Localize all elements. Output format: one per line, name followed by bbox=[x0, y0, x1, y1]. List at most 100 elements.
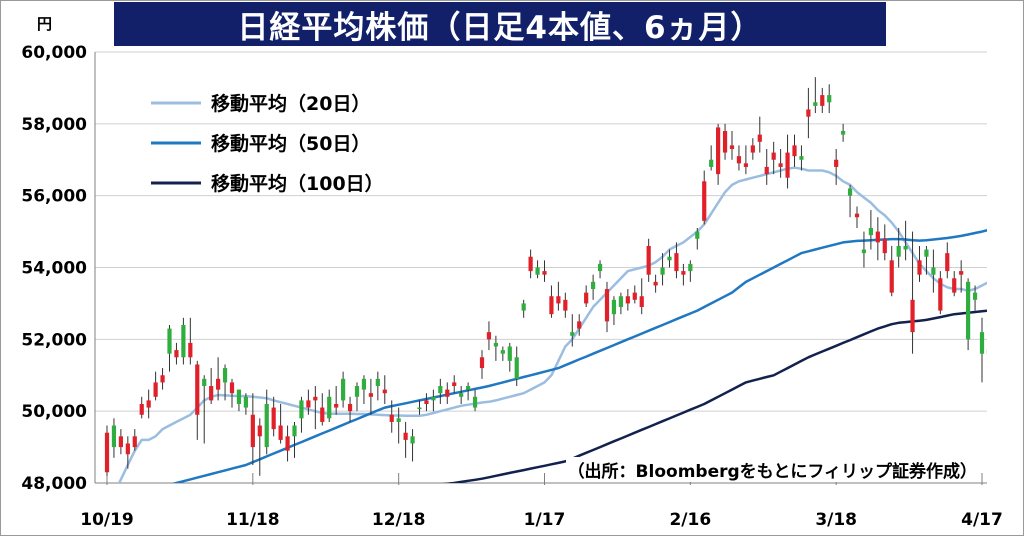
candle-body bbox=[222, 368, 228, 383]
ma50-line bbox=[171, 229, 987, 483]
candle bbox=[743, 145, 748, 175]
candle bbox=[236, 389, 242, 412]
candle-body bbox=[556, 296, 561, 304]
legend-label: 移動平均（20日） bbox=[211, 92, 370, 115]
candle-body bbox=[618, 296, 623, 308]
candle bbox=[424, 393, 429, 412]
candle bbox=[556, 281, 561, 311]
candle bbox=[938, 271, 943, 315]
candle bbox=[382, 375, 387, 404]
candle bbox=[361, 375, 367, 404]
candle-body bbox=[896, 245, 901, 257]
candle bbox=[903, 220, 908, 261]
candle bbox=[994, 364, 998, 393]
candle-body bbox=[688, 263, 693, 272]
y-tick-label: 60,000 bbox=[21, 43, 87, 63]
y-tick-label: 52,000 bbox=[21, 330, 87, 350]
candle bbox=[722, 123, 728, 160]
candle-body bbox=[966, 281, 971, 340]
candle bbox=[549, 285, 554, 318]
candle-body bbox=[250, 414, 255, 448]
candle-body bbox=[959, 271, 964, 275]
candle-body bbox=[882, 238, 887, 254]
candle-body bbox=[854, 213, 860, 218]
candle bbox=[292, 421, 297, 458]
candle-body bbox=[466, 386, 471, 390]
candle bbox=[299, 396, 304, 433]
candle-body bbox=[910, 299, 915, 333]
candle-body bbox=[799, 156, 804, 160]
candle-body bbox=[209, 386, 214, 401]
candle-body bbox=[639, 296, 644, 308]
candle bbox=[1008, 332, 1012, 393]
candle bbox=[535, 260, 540, 279]
candle-body bbox=[521, 303, 526, 311]
candle bbox=[757, 116, 762, 153]
candle bbox=[639, 278, 644, 315]
candle-body bbox=[757, 134, 762, 142]
candle bbox=[924, 245, 929, 275]
candle bbox=[507, 342, 512, 372]
candle-body bbox=[1001, 350, 1005, 361]
candle bbox=[472, 389, 478, 412]
candle bbox=[320, 393, 325, 426]
candle-body bbox=[667, 256, 672, 261]
candle bbox=[570, 314, 575, 347]
x-tick-label: 2/16 bbox=[669, 510, 711, 530]
candle-body bbox=[438, 386, 443, 394]
candle-body bbox=[472, 396, 478, 408]
candle-body bbox=[986, 350, 987, 354]
candle-body bbox=[347, 403, 353, 412]
candle bbox=[604, 281, 610, 333]
candle-body bbox=[507, 346, 512, 361]
candle bbox=[500, 346, 505, 361]
candle bbox=[688, 260, 693, 282]
candle-body bbox=[306, 400, 311, 408]
candle-body bbox=[695, 231, 700, 239]
candle bbox=[979, 317, 985, 383]
candle-body bbox=[646, 245, 651, 275]
candle-body bbox=[931, 267, 936, 275]
candle bbox=[750, 138, 755, 160]
y-tick-label: 58,000 bbox=[21, 115, 87, 135]
candle bbox=[563, 292, 568, 318]
candle bbox=[452, 375, 457, 394]
candle-body bbox=[368, 393, 373, 397]
chart-title: 日経平均株価（日足4本値、6ヵ月） bbox=[114, 2, 886, 46]
candle bbox=[181, 317, 186, 365]
candle-body bbox=[813, 102, 818, 106]
candle-body bbox=[625, 296, 630, 304]
candle bbox=[334, 386, 339, 415]
candle-body bbox=[945, 253, 950, 272]
candle bbox=[229, 378, 235, 408]
candle bbox=[417, 400, 422, 415]
candle-body bbox=[834, 159, 839, 167]
candle bbox=[375, 371, 380, 401]
candle bbox=[660, 253, 665, 286]
candle-body bbox=[486, 332, 492, 340]
candle-body bbox=[375, 378, 380, 387]
candle-body bbox=[327, 396, 332, 419]
candle-body bbox=[229, 382, 235, 394]
candle-body bbox=[195, 364, 200, 415]
candle bbox=[674, 242, 679, 279]
candle-body bbox=[174, 350, 179, 358]
candle-body bbox=[722, 131, 728, 153]
candle-body bbox=[396, 418, 401, 422]
candle bbox=[854, 206, 860, 228]
candle bbox=[764, 148, 769, 185]
candle bbox=[271, 396, 276, 437]
candle-body bbox=[542, 271, 547, 275]
y-tick-label: 54,000 bbox=[21, 259, 87, 279]
candle bbox=[917, 245, 922, 282]
candle-body bbox=[660, 267, 665, 275]
candle-body bbox=[924, 249, 929, 257]
candle-body bbox=[285, 436, 290, 451]
candle-body bbox=[653, 281, 658, 286]
candle bbox=[820, 87, 825, 114]
candle bbox=[466, 382, 471, 401]
candle bbox=[160, 368, 165, 390]
candle bbox=[813, 77, 818, 114]
candle bbox=[389, 400, 394, 433]
